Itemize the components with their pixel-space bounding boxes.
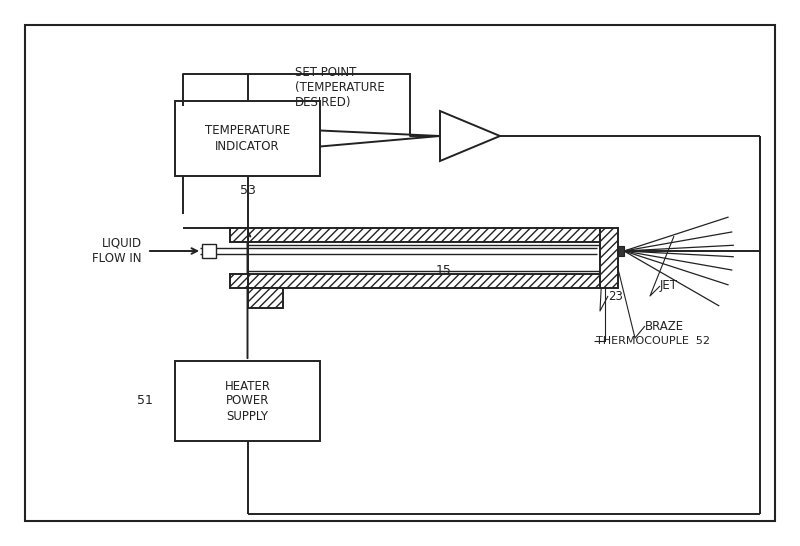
Text: 15: 15 <box>436 264 452 277</box>
Bar <box>600 228 618 288</box>
Text: BRAZE: BRAZE <box>645 319 684 333</box>
Text: JET: JET <box>660 280 678 293</box>
Bar <box>248 274 600 288</box>
Bar <box>248 242 600 274</box>
Bar <box>230 228 248 242</box>
Bar <box>618 246 624 256</box>
Bar <box>175 361 320 441</box>
Bar <box>202 244 216 258</box>
Bar <box>248 228 600 242</box>
Text: TEMPERATURE
INDICATOR: TEMPERATURE INDICATOR <box>205 124 290 152</box>
Text: THERMOCOUPLE  52: THERMOCOUPLE 52 <box>596 336 710 346</box>
Bar <box>230 274 248 288</box>
Text: 51: 51 <box>137 395 153 407</box>
Text: 23: 23 <box>608 289 623 302</box>
Text: LIQUID
FLOW IN: LIQUID FLOW IN <box>93 237 142 265</box>
Text: HEATER
POWER
SUPPLY: HEATER POWER SUPPLY <box>225 379 270 423</box>
Bar <box>175 101 320 176</box>
Text: SET POINT
(TEMPERATURE
DESIRED): SET POINT (TEMPERATURE DESIRED) <box>295 66 385 109</box>
Bar <box>248 288 283 308</box>
Polygon shape <box>440 111 500 161</box>
Text: 53: 53 <box>239 183 255 197</box>
